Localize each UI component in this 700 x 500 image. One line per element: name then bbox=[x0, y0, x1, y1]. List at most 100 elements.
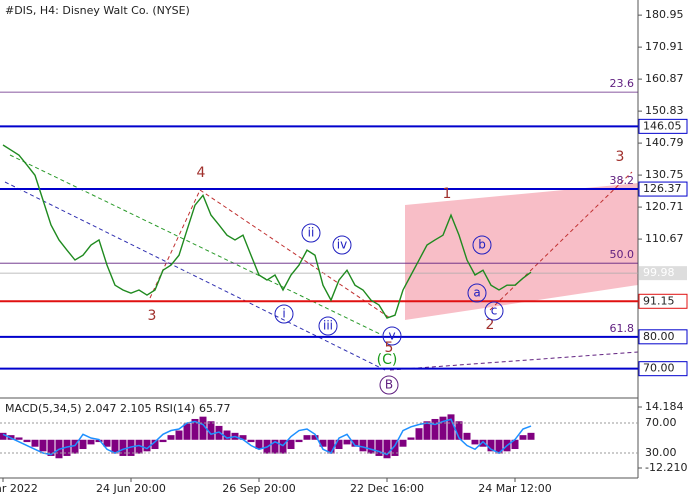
macd-bar bbox=[79, 439, 87, 450]
macd-bar bbox=[39, 439, 47, 452]
macd-bar bbox=[447, 414, 455, 440]
y-tick-label: 140.79 bbox=[645, 136, 684, 149]
wave-label: (C) bbox=[377, 352, 398, 368]
level-box bbox=[638, 118, 688, 134]
channel-line bbox=[489, 171, 633, 311]
wave-label: 1 bbox=[443, 186, 452, 202]
macd-bar bbox=[319, 439, 327, 447]
y-tick-label: 130.75 bbox=[645, 168, 684, 181]
macd-bar bbox=[439, 416, 447, 440]
macd-bar bbox=[415, 428, 423, 440]
macd-bar bbox=[207, 421, 215, 440]
channel-line bbox=[4, 181, 386, 371]
wave-label: 2 bbox=[486, 317, 495, 333]
level-box bbox=[638, 361, 688, 377]
channel-line bbox=[199, 189, 391, 319]
macd-bar bbox=[431, 418, 439, 440]
fib-label: 38.2 bbox=[610, 174, 635, 187]
indicator-label: MACD(5,34,5) 2.047 2.105 RSI(14) 65.77 bbox=[5, 402, 230, 415]
wave-label: a bbox=[473, 286, 480, 300]
fib-label: 50.0 bbox=[610, 248, 635, 261]
macd-bar bbox=[279, 439, 287, 454]
rsi-line bbox=[2, 418, 532, 456]
y-tick-label: 150.83 bbox=[645, 104, 684, 117]
channel-line bbox=[149, 189, 201, 299]
macd-bar bbox=[463, 432, 471, 440]
macd-bar bbox=[247, 439, 255, 443]
level-label: 80.00 bbox=[643, 330, 675, 343]
macd-bar bbox=[383, 439, 391, 459]
wave-label: 3 bbox=[148, 308, 157, 324]
rsi-tick-label: 70.00 bbox=[645, 416, 677, 429]
macd-bar bbox=[495, 439, 503, 454]
macd-bar bbox=[143, 439, 151, 452]
macd-bar bbox=[23, 439, 31, 443]
indicator-tick-label: -12.210 bbox=[645, 461, 687, 474]
y-tick-label: 110.67 bbox=[645, 232, 684, 245]
macd-bar bbox=[151, 439, 159, 450]
level-label: 146.05 bbox=[643, 119, 682, 132]
chart-title: #DIS, H4: Disney Walt Co. (NYSE) bbox=[5, 4, 190, 17]
wave-channels bbox=[4, 154, 639, 371]
x-tick-label: 22 Dec 16:00 bbox=[350, 482, 424, 495]
macd-bar bbox=[391, 439, 399, 456]
macd-bar bbox=[519, 435, 527, 440]
indicator-tick-label: 14.184 bbox=[645, 400, 684, 413]
macd-bar bbox=[255, 439, 263, 450]
macd-bar bbox=[471, 439, 479, 445]
macd-bar bbox=[479, 439, 487, 447]
wave-circle bbox=[379, 375, 399, 395]
wave-circle bbox=[318, 316, 338, 336]
last-price-box bbox=[639, 266, 687, 281]
wave-circle bbox=[274, 304, 294, 324]
fib-label: 61.8 bbox=[610, 322, 635, 335]
level-label: 126.37 bbox=[643, 182, 682, 195]
macd-bar bbox=[295, 439, 303, 443]
level-label: 91.15 bbox=[643, 294, 675, 307]
y-tick-label: 180.95 bbox=[645, 8, 684, 21]
level-label: 70.00 bbox=[643, 362, 675, 375]
macd-bar bbox=[367, 439, 375, 454]
level-box bbox=[638, 293, 688, 309]
macd-bar bbox=[327, 439, 335, 454]
macd-bar bbox=[359, 439, 367, 452]
wave-label: ii bbox=[308, 226, 315, 240]
macd-bar bbox=[63, 439, 71, 456]
macd-bar bbox=[191, 418, 199, 440]
wave-label: v bbox=[388, 329, 395, 343]
wave-circle bbox=[301, 223, 321, 243]
macd-bar bbox=[511, 439, 519, 450]
macd-bar bbox=[375, 439, 383, 456]
macd-bar bbox=[199, 416, 207, 440]
wave-label: i bbox=[282, 307, 285, 321]
macd-bar bbox=[71, 439, 79, 454]
macd-bar bbox=[287, 439, 295, 450]
macd-bar bbox=[119, 439, 127, 456]
wave-circle bbox=[467, 283, 487, 303]
wave-label: iv bbox=[337, 238, 347, 252]
wave-circle bbox=[382, 326, 402, 346]
macd-bar bbox=[351, 439, 359, 447]
y-tick-label: 120.71 bbox=[645, 200, 684, 213]
level-box bbox=[638, 329, 688, 345]
macd-bar bbox=[455, 421, 463, 440]
x-tick-label: 24 Jun 20:00 bbox=[96, 482, 166, 495]
wave-circle bbox=[332, 235, 352, 255]
macd-bar bbox=[111, 439, 119, 454]
macd-bar bbox=[487, 439, 495, 452]
wave-circle bbox=[484, 301, 504, 321]
macd-bar bbox=[423, 421, 431, 440]
price-line bbox=[2, 144, 532, 319]
wave-label: 4 bbox=[197, 165, 206, 181]
macd-bar bbox=[95, 439, 103, 443]
wave-label: B bbox=[385, 378, 393, 392]
macd-bar bbox=[135, 439, 143, 454]
fib-label: 23.6 bbox=[610, 77, 635, 90]
macd-bar bbox=[47, 439, 55, 456]
macd-bar bbox=[31, 439, 39, 447]
macd-bar bbox=[527, 432, 535, 440]
channel-line bbox=[9, 154, 383, 336]
macd-bar bbox=[167, 435, 175, 440]
macd-bar bbox=[87, 439, 95, 445]
